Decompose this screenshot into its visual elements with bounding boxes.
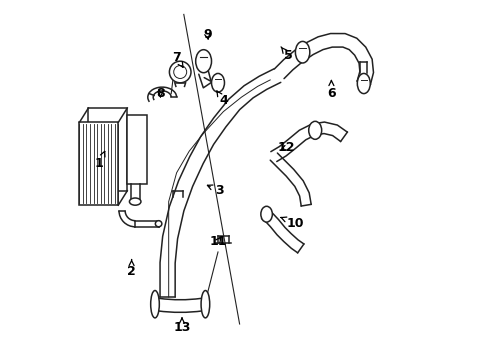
Text: 7: 7 — [172, 51, 183, 67]
Text: 2: 2 — [127, 260, 136, 278]
Ellipse shape — [295, 41, 310, 63]
Ellipse shape — [261, 206, 272, 222]
Text: 6: 6 — [327, 81, 336, 100]
Text: 11: 11 — [209, 235, 227, 248]
Text: 4: 4 — [217, 91, 228, 107]
Text: 13: 13 — [173, 318, 191, 334]
Polygon shape — [127, 115, 147, 184]
Text: 5: 5 — [281, 47, 293, 62]
Ellipse shape — [309, 121, 321, 139]
Polygon shape — [88, 108, 127, 191]
Text: 9: 9 — [203, 28, 212, 41]
Text: 1: 1 — [95, 151, 105, 170]
Text: 8: 8 — [156, 87, 165, 100]
Text: 12: 12 — [278, 141, 295, 154]
Circle shape — [174, 66, 187, 78]
Text: 10: 10 — [281, 217, 304, 230]
Ellipse shape — [155, 221, 162, 227]
Ellipse shape — [357, 73, 370, 94]
Circle shape — [170, 61, 191, 83]
Ellipse shape — [201, 291, 210, 318]
Ellipse shape — [151, 291, 159, 318]
Ellipse shape — [129, 198, 141, 205]
Ellipse shape — [196, 50, 212, 73]
Text: 3: 3 — [207, 184, 224, 197]
Ellipse shape — [212, 73, 224, 92]
Polygon shape — [79, 122, 118, 205]
